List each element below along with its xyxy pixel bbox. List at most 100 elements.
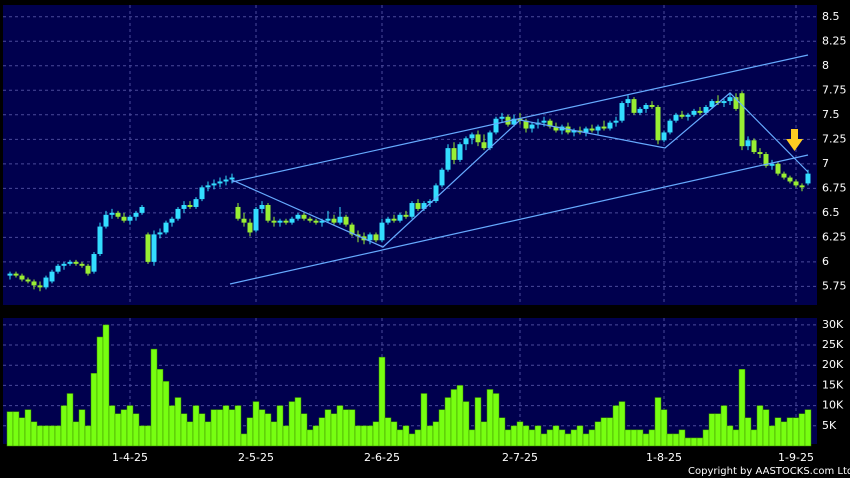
volume-bar: [774, 417, 782, 447]
volume-bar: [18, 417, 26, 447]
volume-bar: [636, 429, 644, 447]
candle-body: [265, 205, 271, 221]
volume-bar: [666, 433, 674, 447]
candle-body: [523, 120, 529, 129]
candle-body: [757, 152, 763, 155]
copyright: Copyright by AASTOCKS.com Ltd.: [688, 466, 850, 477]
candle-body: [775, 163, 781, 174]
volume-bar: [288, 401, 296, 447]
volume-bar: [294, 397, 302, 447]
candle-body: [73, 261, 79, 264]
y-tick-label: 8.5: [822, 10, 840, 23]
candle-body: [379, 222, 385, 241]
volume-bar: [66, 393, 74, 447]
y-tick-label: 7.75: [822, 83, 847, 96]
volume-bar: [618, 401, 626, 447]
volume-bar: [330, 413, 338, 447]
y2-tick-label: 5K: [822, 419, 837, 432]
volume-bar: [6, 411, 14, 447]
volume-bar: [48, 425, 56, 447]
candle-body: [697, 110, 703, 113]
volume-bar: [468, 429, 476, 447]
volume-bar: [462, 401, 470, 447]
volume-bar: [594, 421, 602, 447]
candle-body: [589, 128, 595, 131]
candle-body: [667, 120, 673, 133]
volume-bar: [72, 421, 80, 447]
candle-body: [157, 232, 163, 235]
candle-body: [241, 218, 247, 223]
volume-bar: [696, 437, 704, 447]
volume-bar: [414, 429, 422, 447]
volume-bar: [168, 405, 176, 447]
x-tick-label: 1-8-25: [646, 451, 682, 464]
volume-bar: [456, 385, 464, 447]
volume-bar: [246, 417, 254, 447]
y2-tick-label: 10K: [822, 399, 844, 412]
volume-bar: [564, 433, 572, 447]
volume-bar: [408, 433, 416, 447]
volume-bar: [768, 425, 776, 447]
volume-bar: [342, 409, 350, 447]
volume-bar: [126, 405, 134, 447]
volume-bar: [300, 413, 308, 447]
candle-body: [421, 203, 427, 209]
candle-body: [637, 108, 643, 113]
volume-bar: [78, 409, 86, 447]
volume-bar: [588, 429, 596, 447]
volume-bar: [786, 417, 794, 447]
trend-lines: [229, 54, 809, 285]
candle-body: [331, 218, 337, 223]
candle-body: [13, 273, 19, 276]
volume-bar: [24, 409, 32, 447]
volume-bar: [276, 405, 284, 447]
volume-bar: [660, 409, 668, 447]
volume-bar: [780, 421, 788, 447]
candle-body: [151, 234, 157, 262]
volume-bar: [30, 421, 38, 447]
volume-bar: [132, 413, 140, 447]
volume-bar: [582, 433, 590, 447]
volume-bar: [546, 429, 554, 447]
candle-body: [673, 114, 679, 121]
candle-body: [709, 101, 715, 107]
volume-bar: [534, 425, 542, 447]
candle-body: [571, 130, 577, 133]
candle-body: [133, 212, 139, 217]
volume-bar: [102, 324, 110, 447]
volume-bar: [264, 413, 272, 447]
candle-body: [433, 185, 439, 202]
candle-body: [49, 271, 55, 282]
volume-bar: [252, 401, 260, 447]
volume-bar: [570, 429, 578, 447]
volume-bar: [684, 437, 692, 447]
volume-bar: [744, 417, 752, 447]
volume-bar: [360, 425, 368, 447]
candle-body: [259, 205, 265, 209]
candle-body: [127, 216, 133, 221]
volume-bar: [516, 421, 524, 447]
candle-body: [385, 218, 391, 223]
volume-bar: [522, 425, 530, 447]
candle-body: [223, 179, 229, 182]
volume-bar: [12, 411, 20, 447]
volume-bar: [306, 429, 314, 447]
volume-bar: [138, 425, 146, 447]
volume-bar: [204, 421, 212, 447]
candle-body: [325, 218, 331, 221]
arrow-shaft: [791, 129, 798, 139]
candle-body: [739, 93, 745, 147]
volume-bar: [36, 425, 44, 447]
candle-body: [769, 163, 775, 166]
candle-body: [631, 99, 637, 113]
volume-bar: [672, 433, 680, 447]
candle-body: [31, 281, 37, 286]
candle-body: [451, 148, 457, 160]
candle-body: [745, 140, 751, 147]
volume-bar: [630, 429, 638, 447]
volume-bar: [648, 429, 656, 447]
volume-bar: [222, 405, 230, 447]
candle-body: [283, 220, 289, 223]
volume-bar: [606, 417, 614, 447]
channel-upper: [231, 54, 809, 183]
